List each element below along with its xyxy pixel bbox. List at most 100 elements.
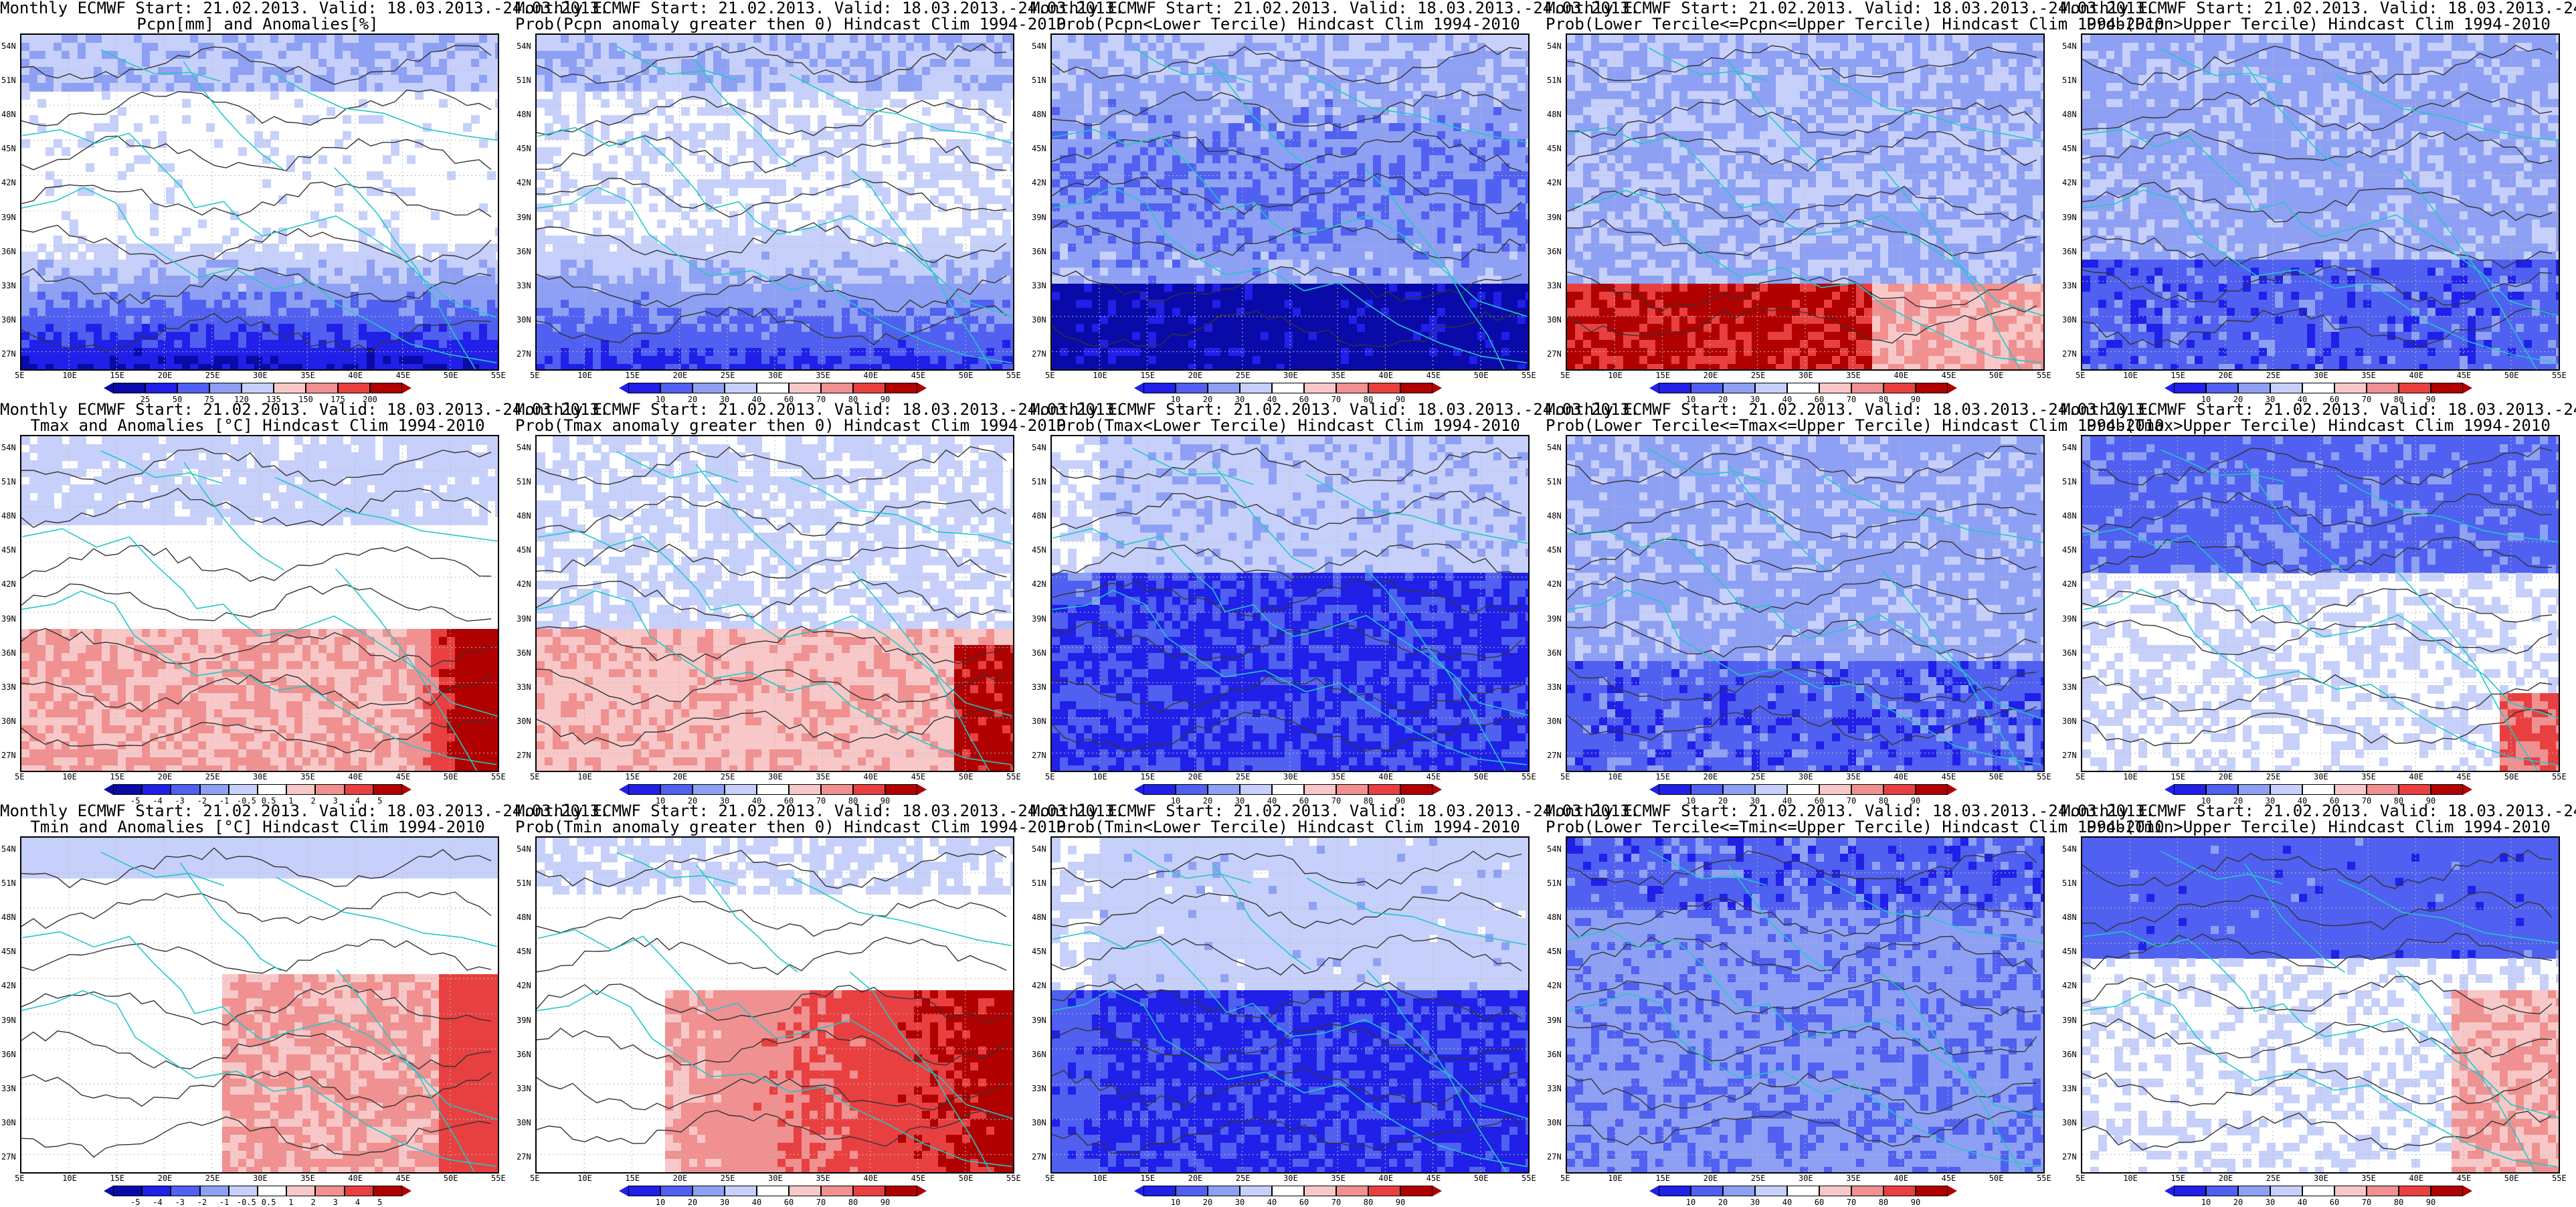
- lon-label: 55E: [1522, 371, 1536, 380]
- panel-title-line2: Prob(Tmin<Lower Tercile) Hindcast Clim 1…: [1030, 819, 1546, 835]
- p-tmax-lower-panel: Monthly ECMWF Start: 21.02.2013. Valid: …: [1030, 401, 1546, 803]
- lon-label: 40E: [863, 371, 878, 380]
- colorbar-tick-label: 40: [752, 1198, 761, 1207]
- lat-label: 51N: [1547, 76, 1562, 85]
- lon-label: 15E: [2171, 371, 2185, 380]
- p-tmax-upper-colorbar: [2165, 784, 2472, 795]
- lon-label: 20E: [673, 371, 688, 380]
- lon-label: 15E: [1655, 1174, 1670, 1183]
- lon-label: 50E: [1989, 1174, 2004, 1183]
- lon-label: 25E: [1751, 1174, 1766, 1183]
- lon-label: 45E: [1942, 772, 1956, 781]
- lat-label: 42N: [517, 981, 531, 990]
- colorbar-arrow-left: [1649, 1186, 1659, 1196]
- colorbar-segment: [1208, 784, 1240, 795]
- p-pcpn-lower-map: [1050, 33, 1530, 371]
- p-tmin-lower-map: [1050, 836, 1530, 1174]
- colorbar-segment: [1368, 383, 1400, 393]
- lat-label: 51N: [1547, 878, 1562, 888]
- lat-label: 48N: [1547, 511, 1562, 521]
- colorbar-segment: [885, 383, 917, 393]
- p-tmin-lower-colorbar: [1134, 1186, 1442, 1196]
- colorbar-segment: [373, 1186, 402, 1196]
- colorbar-segment: [1787, 1186, 1819, 1196]
- lat-label: 54N: [2062, 443, 2077, 452]
- lon-label: 30E: [253, 371, 268, 380]
- lon-label: 35E: [1331, 772, 1346, 781]
- lon-label: 55E: [1006, 371, 1021, 380]
- lon-label: 25E: [721, 371, 735, 380]
- p-tmax-anom-panel: Monthly ECMWF Start: 21.02.2013. Valid: …: [0, 401, 515, 803]
- colorbar-segment: [2238, 1186, 2270, 1196]
- lon-label: 15E: [110, 371, 124, 380]
- lat-label: 54N: [1, 443, 16, 452]
- lon-label: 55E: [1522, 772, 1536, 781]
- panel-title-line1: Monthly ECMWF Start: 21.02.2013. Valid: …: [0, 803, 515, 819]
- colorbar-arrow-left: [104, 784, 113, 795]
- lat-label: 45N: [517, 545, 531, 555]
- colorbar-tick-label: 80: [1879, 1198, 1888, 1207]
- colorbar-segment: [1368, 1186, 1400, 1196]
- lat-label: 27N: [2062, 349, 2077, 359]
- lat-label: 30N: [1547, 1118, 1562, 1127]
- lat-label: 27N: [517, 1152, 531, 1162]
- lon-label: 45E: [1427, 1174, 1441, 1183]
- lat-label: 30N: [1547, 717, 1562, 726]
- lat-label: 27N: [1547, 751, 1562, 760]
- map-field: [2082, 35, 2559, 369]
- colorbar-segment: [1208, 1186, 1240, 1196]
- colorbar-segment: [315, 1186, 344, 1196]
- lat-label: 33N: [2062, 682, 2077, 692]
- lon-label: 40E: [348, 371, 363, 380]
- lon-label: 5E: [1045, 371, 1054, 380]
- lat-label: 48N: [1032, 110, 1046, 119]
- lon-label: 55E: [1522, 1174, 1536, 1183]
- lat-label: 39N: [1547, 1016, 1562, 1025]
- lon-label: 10E: [1608, 371, 1623, 380]
- colorbar-segment: [1240, 784, 1272, 795]
- colorbar-segment: [2399, 1186, 2431, 1196]
- lat-label: 42N: [517, 579, 531, 589]
- map-field: [1052, 35, 1528, 369]
- lat-label: 33N: [2062, 281, 2077, 290]
- colorbar-segment: [2334, 1186, 2367, 1196]
- colorbar-segment: [821, 1186, 853, 1196]
- lon-label: 45E: [396, 1174, 411, 1183]
- lon-label: 40E: [1378, 772, 1393, 781]
- colorbar-segment: [1272, 383, 1304, 393]
- colorbar-arrow-right: [2463, 1186, 2472, 1196]
- lon-label: 50E: [959, 1174, 974, 1183]
- lon-label: 30E: [1283, 772, 1298, 781]
- panel-title-line2: Prob(Pcpn>Upper Tercile) Hindcast Clim 1…: [2061, 16, 2576, 32]
- colorbar-segment: [1176, 784, 1208, 795]
- lat-label: 33N: [2062, 1084, 2077, 1093]
- lon-label: 45E: [1942, 371, 1956, 380]
- lon-label: 40E: [2409, 371, 2423, 380]
- colorbar-tick-label: 80: [2394, 1198, 2403, 1207]
- lat-label: 42N: [517, 178, 531, 187]
- lon-label: 45E: [396, 772, 411, 781]
- colorbar-tick-label: 80: [848, 1198, 858, 1207]
- colorbar-segment: [2399, 784, 2431, 795]
- lon-label: 50E: [444, 1174, 458, 1183]
- p-tmin-prob0-colorbar: [619, 1186, 927, 1196]
- lat-label: 30N: [1, 1118, 16, 1127]
- lon-label: 55E: [1006, 1174, 1021, 1183]
- colorbar-tick-label: -1: [219, 1198, 229, 1207]
- colorbar-segment: [2238, 383, 2270, 393]
- lat-label: 36N: [1, 1050, 16, 1059]
- lon-label: 15E: [2171, 772, 2185, 781]
- lon-label: 10E: [2123, 772, 2138, 781]
- colorbar-segment: [2431, 1186, 2463, 1196]
- colorbar-segment: [2431, 784, 2463, 795]
- colorbar-segment: [1787, 784, 1819, 795]
- lon-label: 10E: [62, 772, 77, 781]
- lon-label: 55E: [491, 1174, 506, 1183]
- colorbar-segment: [373, 784, 402, 795]
- lat-label: 54N: [1, 844, 16, 854]
- lon-label: 20E: [1188, 1174, 1203, 1183]
- lat-label: 48N: [2062, 913, 2077, 922]
- lat-label: 27N: [517, 349, 531, 359]
- colorbar-arrow-right: [1433, 1186, 1442, 1196]
- lon-label: 15E: [1140, 371, 1155, 380]
